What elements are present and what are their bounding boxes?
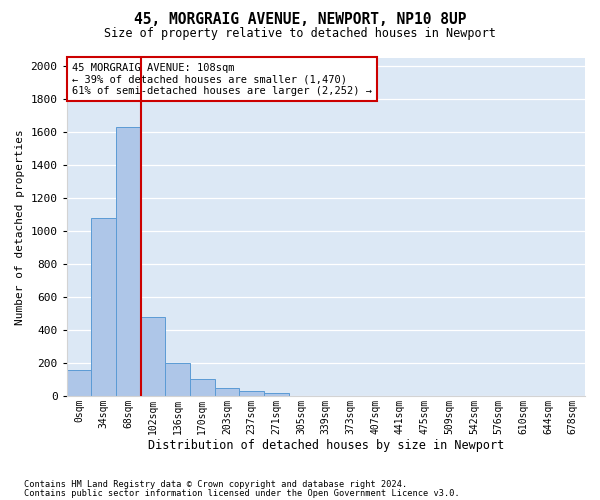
Text: Size of property relative to detached houses in Newport: Size of property relative to detached ho… [104,28,496,40]
Text: Contains HM Land Registry data © Crown copyright and database right 2024.: Contains HM Land Registry data © Crown c… [24,480,407,489]
Bar [140,316,166,396]
Text: 45 MORGRAIG AVENUE: 108sqm
← 39% of detached houses are smaller (1,470)
61% of s: 45 MORGRAIG AVENUE: 108sqm ← 39% of deta… [72,62,372,96]
Bar [239,391,264,396]
Bar [166,363,190,396]
Bar [67,370,91,396]
Bar [264,392,289,396]
X-axis label: Distribution of detached houses by size in Newport: Distribution of detached houses by size … [148,440,504,452]
Bar [116,127,140,396]
Text: Contains public sector information licensed under the Open Government Licence v3: Contains public sector information licen… [24,489,460,498]
Y-axis label: Number of detached properties: Number of detached properties [15,129,25,324]
Bar [91,218,116,396]
Text: 45, MORGRAIG AVENUE, NEWPORT, NP10 8UP: 45, MORGRAIG AVENUE, NEWPORT, NP10 8UP [134,12,466,28]
Bar [215,388,239,396]
Bar [190,380,215,396]
